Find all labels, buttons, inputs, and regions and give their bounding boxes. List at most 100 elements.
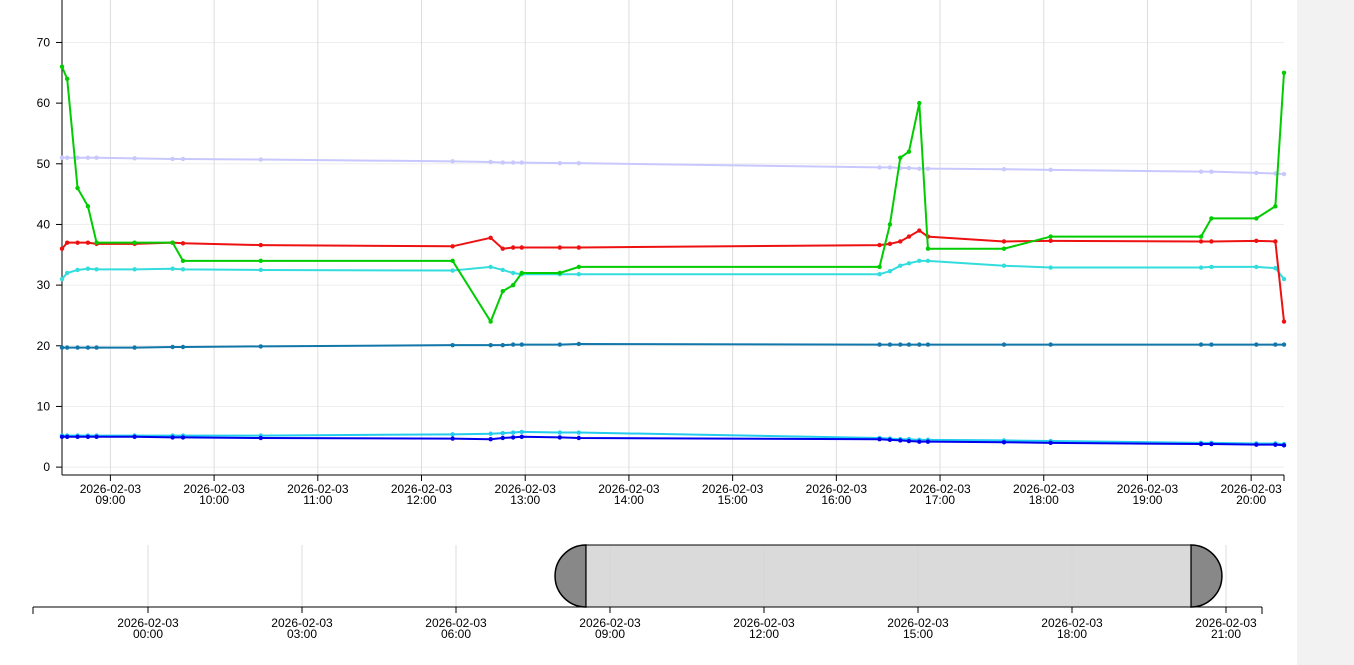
data-point [170,435,175,440]
data-point [1273,265,1278,271]
brush-handle[interactable] [554,544,587,608]
data-point [94,240,99,245]
nav-tick-label: 2026-02-03 00:00 [117,616,179,641]
data-point [1281,319,1287,324]
data-point [258,157,263,162]
data-point [85,345,91,350]
data-point [877,165,882,170]
data-point [132,345,137,350]
data-point [132,240,137,245]
data-point [510,282,516,288]
data-point [557,270,562,276]
data-point [519,270,524,276]
nav-tick-label-date: 2026-02-03 [271,616,333,630]
data-point [877,272,882,277]
data-point [887,222,893,227]
data-point [450,436,455,441]
data-point [510,342,516,347]
data-point [258,258,263,264]
data-point [64,155,70,160]
data-point [887,165,893,170]
nav-tick-label-date: 2026-02-03 [117,616,179,630]
data-point [1254,264,1259,270]
data-point [1048,167,1053,173]
x-tick-label-time: 14:00 [614,493,644,507]
data-point [917,258,922,264]
x-tick-label-time: 19:00 [1132,493,1162,507]
nav-tick-label: 2026-02-03 15:00 [887,616,949,641]
data-point [557,430,562,435]
data-point [59,434,65,439]
x-tick-label: 2026-02-03 13:00 [495,482,557,507]
x-tick-label-date: 2026-02-03 [495,482,557,496]
x-tick-label-date: 2026-02-03 [909,482,971,496]
data-point [887,342,893,347]
data-point [500,160,505,165]
data-point [1001,263,1007,268]
series-line [61,229,1285,322]
data-point [258,267,263,273]
data-point [75,155,80,160]
data-point [519,434,524,439]
data-point [519,160,524,165]
data-point [877,342,882,347]
data-point [925,439,931,444]
data-point [500,267,505,273]
data-point [450,258,455,264]
data-point [1001,239,1007,244]
data-point [877,264,882,270]
brush-handle[interactable] [1190,544,1223,608]
x-tick-label: 2026-02-03 12:00 [391,482,453,507]
data-point [925,246,931,251]
series-line [62,156,1285,176]
data-point [94,155,99,160]
x-tick-label-time: 09:00 [95,493,125,507]
data-point [917,166,922,171]
x-tick-label-time: 13:00 [510,493,540,507]
y-tick-label: 50 [37,157,51,171]
data-point [898,438,903,443]
data-point [557,245,562,250]
series-line [61,259,1285,280]
data-point [1198,441,1204,447]
side-panel [1297,0,1354,665]
data-point [557,435,562,440]
x-tick-label-time: 12:00 [406,493,436,507]
data-point [500,430,505,436]
data-point [94,345,99,350]
data-point [576,264,582,270]
data-point [180,156,186,162]
data-point [450,342,455,348]
data-point [1198,239,1204,244]
data-point [1048,342,1053,347]
data-point [906,149,912,154]
data-point [132,267,137,272]
data-point [898,239,903,244]
data-point [85,266,91,271]
data-point [85,155,91,160]
data-point [500,342,505,348]
data-point [510,435,516,440]
data-point [887,241,893,247]
data-point [85,240,91,245]
nav-tick-label-time: 06:00 [441,627,471,641]
data-point [1198,234,1204,239]
data-point [1209,342,1214,347]
data-point [1198,265,1204,270]
y-tick-label: 20 [37,339,51,353]
data-point [64,434,70,439]
data-point [64,345,70,350]
data-point [450,432,455,437]
data-point [1281,342,1287,347]
brush-selection[interactable] [585,544,1192,608]
data-point [1281,276,1287,282]
x-tick-label-date: 2026-02-03 [183,482,245,496]
data-point [75,267,80,273]
data-point [75,434,80,439]
data-point [59,345,65,350]
x-tick-label-date: 2026-02-03 [702,482,764,496]
data-point [1198,169,1204,174]
data-point [1254,342,1259,347]
data-point [906,234,912,239]
data-point [1048,234,1053,239]
